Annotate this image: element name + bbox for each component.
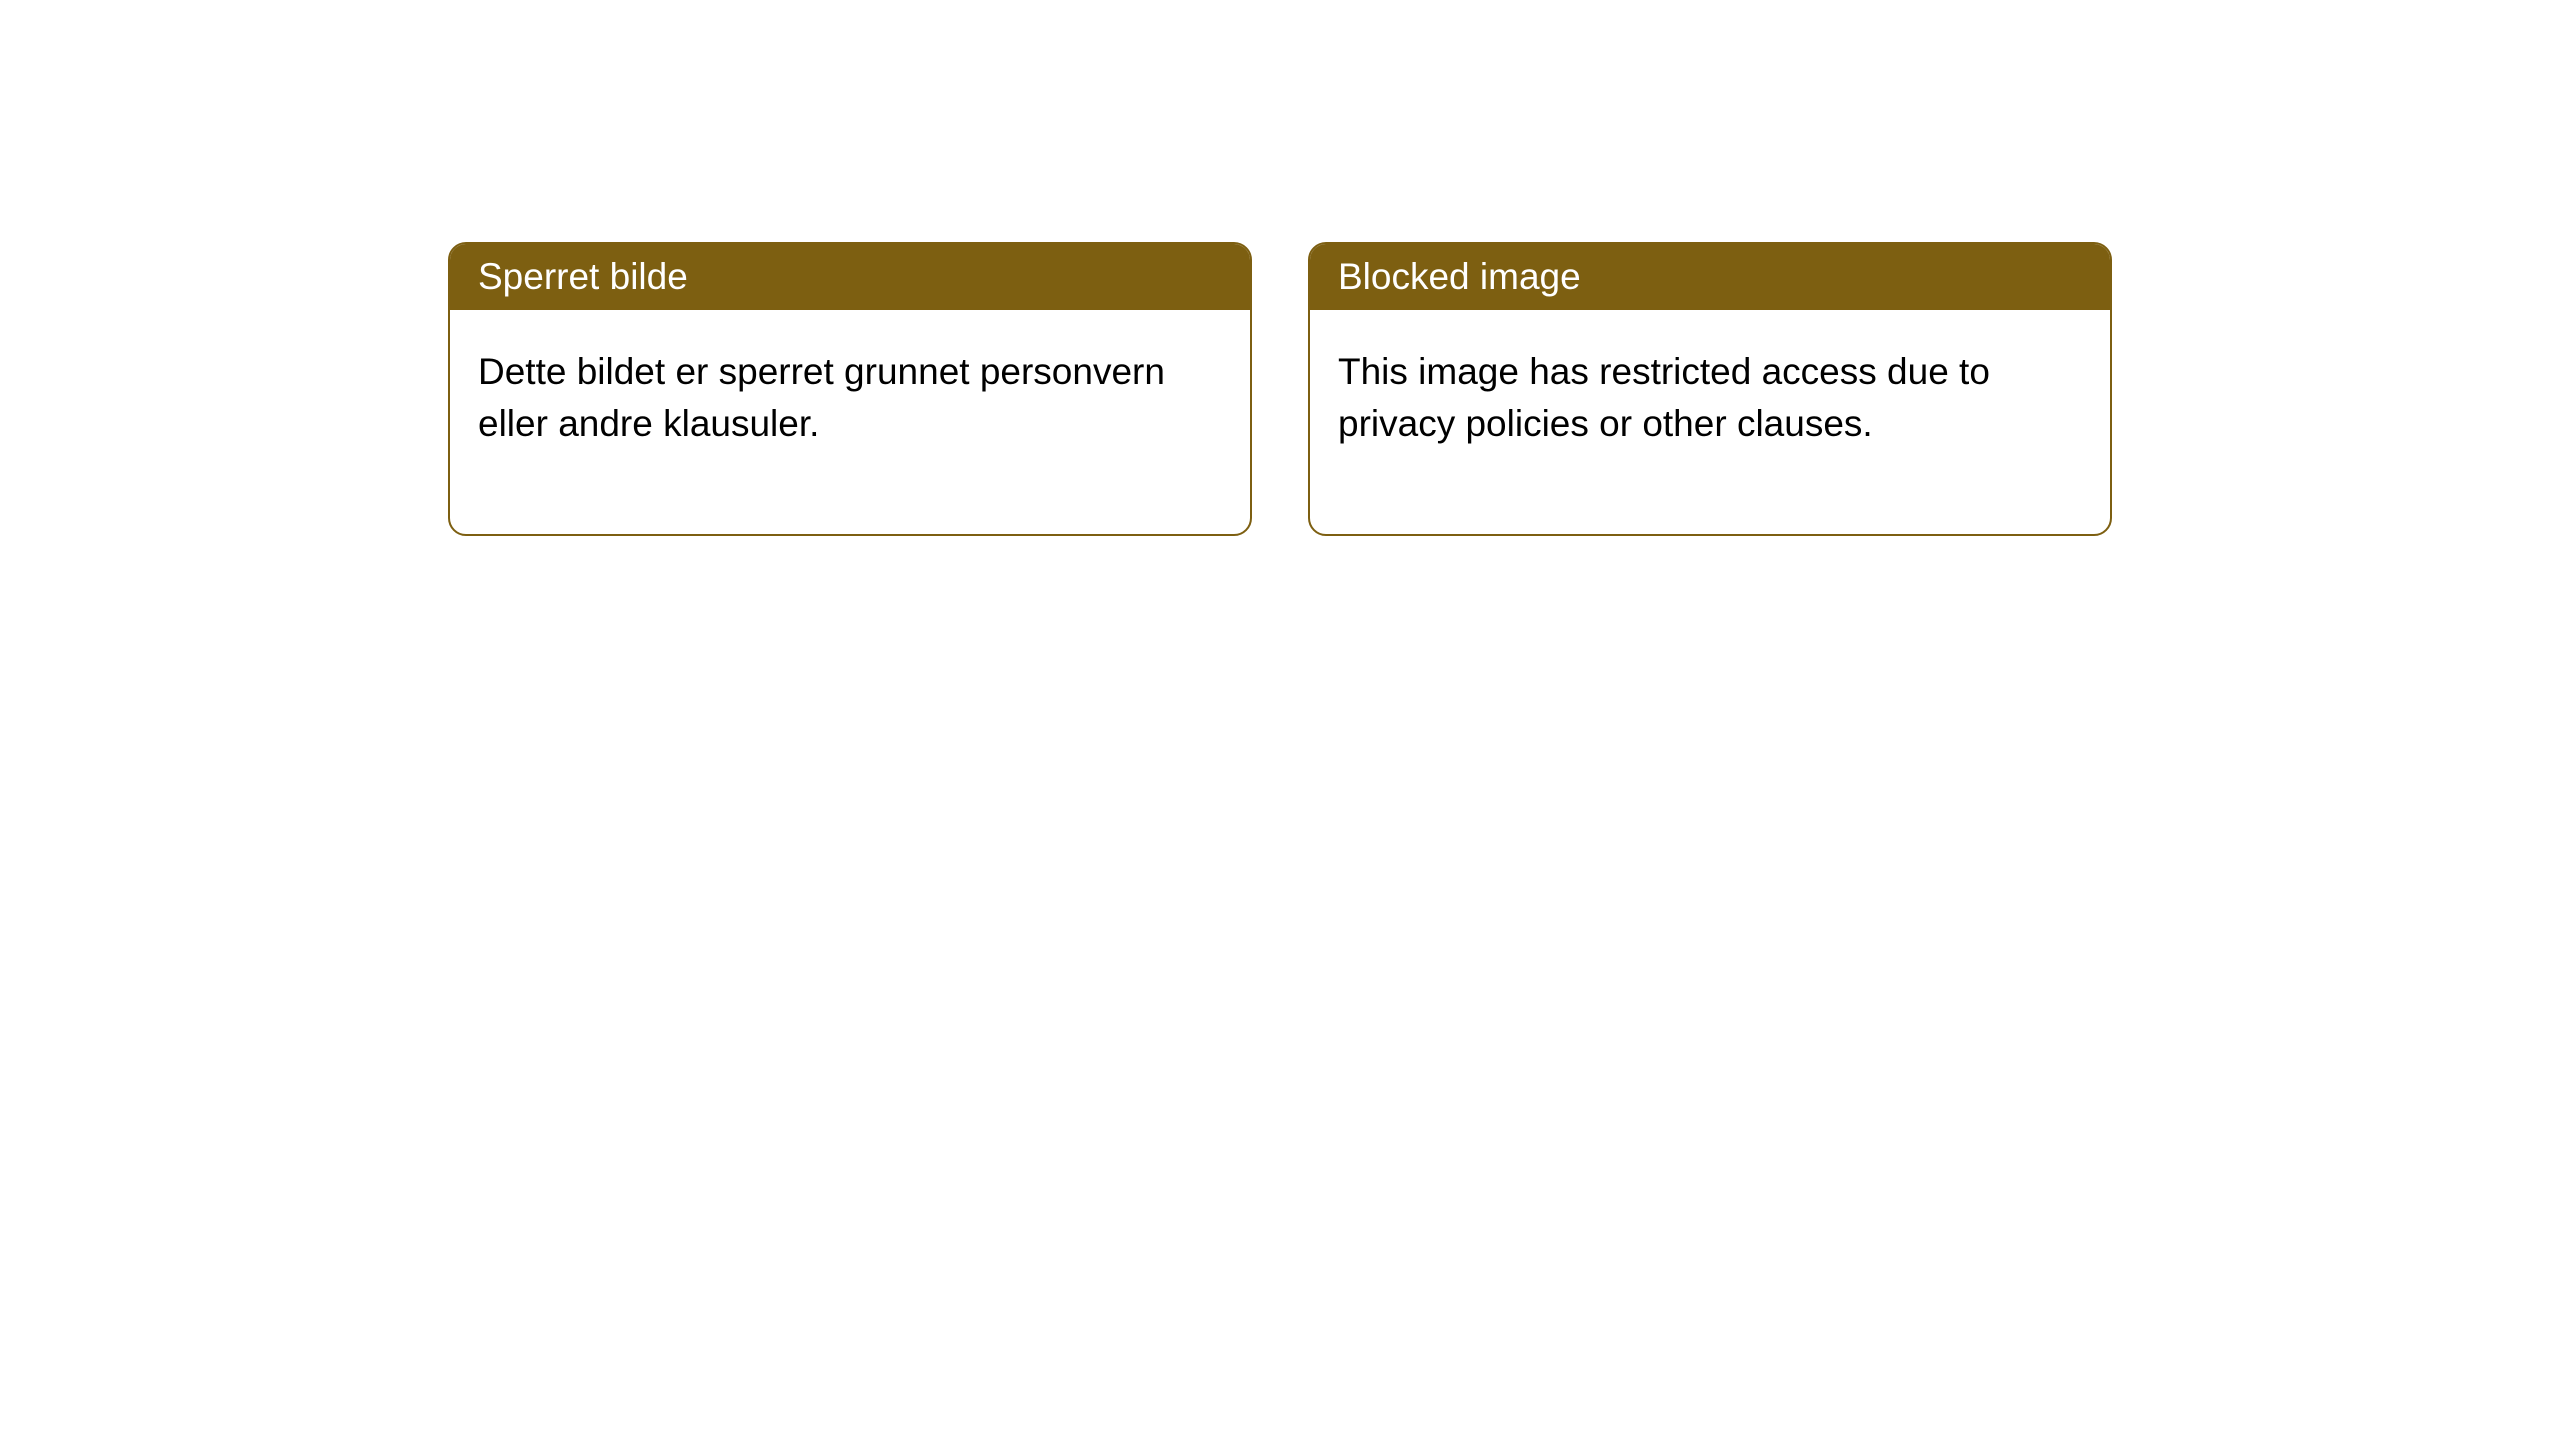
card-body: This image has restricted access due to …	[1310, 310, 2110, 534]
card-body: Dette bildet er sperret grunnet personve…	[450, 310, 1250, 534]
notice-card-norwegian: Sperret bilde Dette bildet er sperret gr…	[448, 242, 1252, 536]
card-header: Sperret bilde	[450, 244, 1250, 310]
notice-card-english: Blocked image This image has restricted …	[1308, 242, 2112, 536]
notice-cards-container: Sperret bilde Dette bildet er sperret gr…	[0, 0, 2560, 536]
card-header: Blocked image	[1310, 244, 2110, 310]
